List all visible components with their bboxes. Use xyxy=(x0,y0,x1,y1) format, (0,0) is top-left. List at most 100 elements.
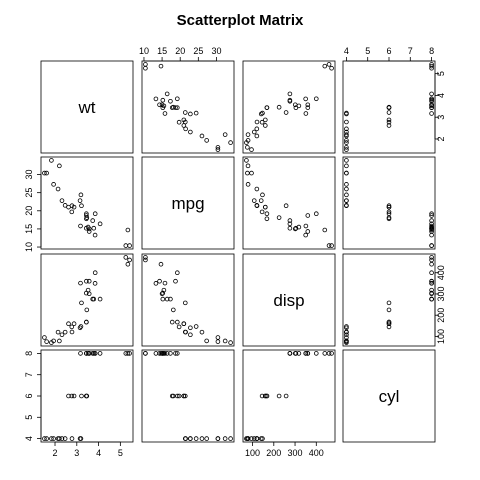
data-point xyxy=(344,332,349,338)
data-point xyxy=(344,133,349,139)
tick-label: 25 xyxy=(193,46,203,56)
tick-label: 20 xyxy=(24,206,34,216)
data-point xyxy=(386,204,392,210)
data-point xyxy=(259,209,265,215)
data-point xyxy=(44,170,49,176)
data-point xyxy=(91,351,97,356)
data-point xyxy=(287,225,293,231)
data-point xyxy=(62,436,68,441)
tick-label: 8 xyxy=(429,46,434,56)
data-point xyxy=(313,96,319,102)
panel-disp-disp: disp xyxy=(242,253,336,347)
tick-label: 400 xyxy=(436,265,446,280)
data-point xyxy=(429,221,434,227)
data-point xyxy=(175,105,180,110)
data-point xyxy=(69,329,75,335)
data-point xyxy=(260,192,265,198)
data-point xyxy=(344,147,349,152)
data-point xyxy=(57,436,62,441)
data-point xyxy=(258,198,264,203)
data-point xyxy=(249,436,254,441)
tick-label: 100 xyxy=(436,329,446,344)
data-point xyxy=(176,324,182,330)
data-point xyxy=(222,436,228,441)
data-point xyxy=(86,351,92,356)
data-point xyxy=(326,243,332,248)
panel-frame xyxy=(342,253,436,347)
panel-cyl-disp xyxy=(242,349,336,443)
tick-label: 5 xyxy=(436,71,446,76)
data-point xyxy=(79,300,84,306)
data-point xyxy=(188,332,193,338)
data-point xyxy=(86,278,92,284)
data-point xyxy=(91,225,97,231)
data-point xyxy=(97,296,103,302)
data-point xyxy=(262,393,268,399)
data-point xyxy=(429,296,434,302)
data-point xyxy=(287,351,293,356)
data-point xyxy=(181,393,187,399)
panel-wt-mpg xyxy=(141,60,235,154)
data-point xyxy=(262,123,268,128)
data-point xyxy=(182,329,188,335)
data-point xyxy=(254,186,260,192)
data-point xyxy=(344,126,349,132)
panel-frame xyxy=(342,156,436,250)
data-point xyxy=(254,126,260,132)
data-point xyxy=(168,296,173,302)
data-point xyxy=(92,232,98,238)
data-point xyxy=(293,225,299,231)
tick-label: 8 xyxy=(24,351,34,356)
tick-label: 6 xyxy=(386,46,391,56)
data-point xyxy=(262,117,268,123)
data-point xyxy=(429,91,434,97)
data-point xyxy=(292,102,298,108)
data-point xyxy=(245,138,251,143)
data-point xyxy=(164,351,170,356)
data-point xyxy=(176,393,182,399)
data-point xyxy=(251,198,257,203)
data-point xyxy=(283,203,289,209)
data-point xyxy=(84,393,89,399)
diag-label-mpg: mpg xyxy=(171,194,204,213)
data-point xyxy=(59,198,65,203)
tick-label: 30 xyxy=(24,170,34,180)
panel-frame xyxy=(40,253,134,347)
data-point xyxy=(182,300,188,306)
data-point xyxy=(158,261,164,267)
panel-frame xyxy=(242,349,336,443)
data-point xyxy=(84,213,89,218)
data-point xyxy=(59,332,65,338)
data-point xyxy=(262,204,268,210)
data-point xyxy=(296,224,302,230)
data-point xyxy=(193,436,199,441)
data-point xyxy=(303,96,308,102)
data-point xyxy=(215,339,221,344)
panel-wt-wt: wt xyxy=(40,60,134,154)
data-point xyxy=(83,225,89,231)
data-point xyxy=(86,229,92,234)
data-point xyxy=(188,325,193,331)
data-point xyxy=(66,393,71,399)
data-point xyxy=(429,270,434,276)
panel-cyl-mpg xyxy=(141,349,235,443)
data-point xyxy=(55,436,61,441)
data-point xyxy=(305,213,311,218)
data-point xyxy=(386,319,392,325)
panel-disp-mpg xyxy=(141,253,235,347)
tick-label: 7 xyxy=(24,372,34,377)
panel-mpg-mpg: mpg xyxy=(141,156,235,250)
data-point xyxy=(429,255,434,260)
x-axis-mpg: 10 15 20 25 30 xyxy=(139,46,221,62)
data-point xyxy=(51,182,56,187)
data-point xyxy=(182,119,188,125)
data-point xyxy=(42,170,47,176)
data-point xyxy=(44,436,49,441)
data-point xyxy=(344,198,349,203)
panel-mpg-disp xyxy=(242,156,336,250)
data-point xyxy=(171,307,176,313)
data-point xyxy=(84,211,89,216)
data-point xyxy=(429,96,434,102)
tick-label: 5 xyxy=(118,448,123,458)
